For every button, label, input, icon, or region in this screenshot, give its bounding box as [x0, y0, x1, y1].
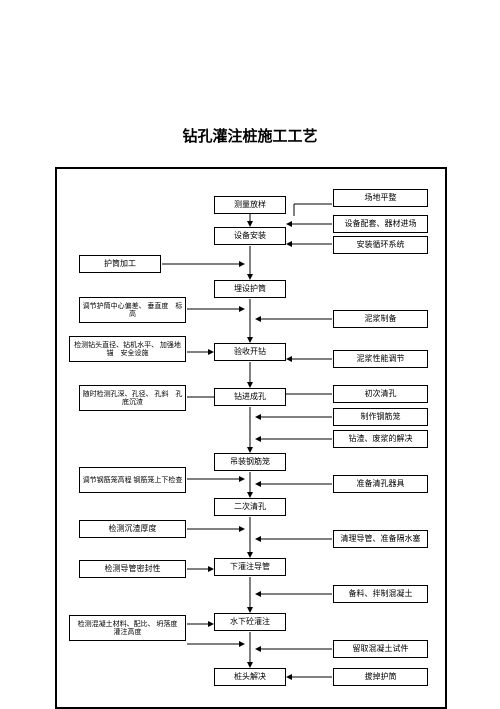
node-adj-casing: 调节护筒中心偏差、 垂直度 标高	[79, 297, 186, 323]
node-clean2: 二次清孔	[214, 498, 286, 516]
node-detect-hole: 随时检测孔深、孔径、 孔斜 孔底沉渣	[79, 385, 186, 411]
node-conc-chk: 检测混凝土材料、配比、 坍落度 灌注高度	[69, 615, 186, 641]
node-mud-adj: 泥浆性能调节	[333, 350, 428, 368]
node-start: 验收开钻	[214, 343, 286, 361]
node-site: 场地平整	[333, 189, 428, 207]
node-tremie: 下灌注导管	[214, 558, 286, 576]
node-clean1: 初次清孔	[333, 385, 428, 403]
node-hoist: 吊装钢筋笼	[214, 453, 286, 471]
node-equip-setup: 设备安装	[214, 227, 286, 245]
node-drill: 钻进成孔	[214, 388, 286, 406]
node-tremie-prep: 清理导管、准备隔水塞	[333, 530, 428, 548]
node-survey: 测量放样	[214, 196, 286, 214]
node-seal: 检测导管密封性	[79, 560, 186, 578]
node-clean-tool: 准备清孔器具	[333, 475, 428, 493]
node-equip-in: 设备配套、器材进场	[333, 215, 428, 233]
node-pour: 水下砼灌注	[214, 613, 286, 631]
node-circ: 安装循环系统	[333, 236, 428, 254]
node-sediment: 检测沉渣厚度	[79, 520, 186, 538]
node-sample: 留取混凝土试件	[333, 640, 428, 658]
node-detect-bit: 检测钻头直径、钻机水平、 加强地锚 安全设施	[69, 336, 186, 362]
node-mix: 备料、拌制混凝土	[333, 585, 428, 603]
node-adj-cage: 调节钢筋笼高程 钢筋笼上下检查	[79, 467, 186, 493]
node-casing-m: 护筒加工	[79, 255, 161, 273]
node-slag: 钻渣、废浆的解决	[333, 430, 428, 448]
page-title: 钻孔灌注桩施工工艺	[0, 125, 500, 146]
diagram-frame: 测量放样 设备安装 埋设护筒 验收开钻 钻进成孔 吊装钢筋笼 二次清孔 下灌注导…	[55, 167, 447, 709]
node-mud: 泥浆制备	[333, 310, 428, 328]
node-cage-m: 制作钢筋笼	[333, 408, 428, 426]
node-bury: 埋设护筒	[214, 280, 286, 298]
node-head: 桩头解决	[214, 668, 286, 686]
node-pull: 拔掉护筒	[333, 668, 428, 686]
